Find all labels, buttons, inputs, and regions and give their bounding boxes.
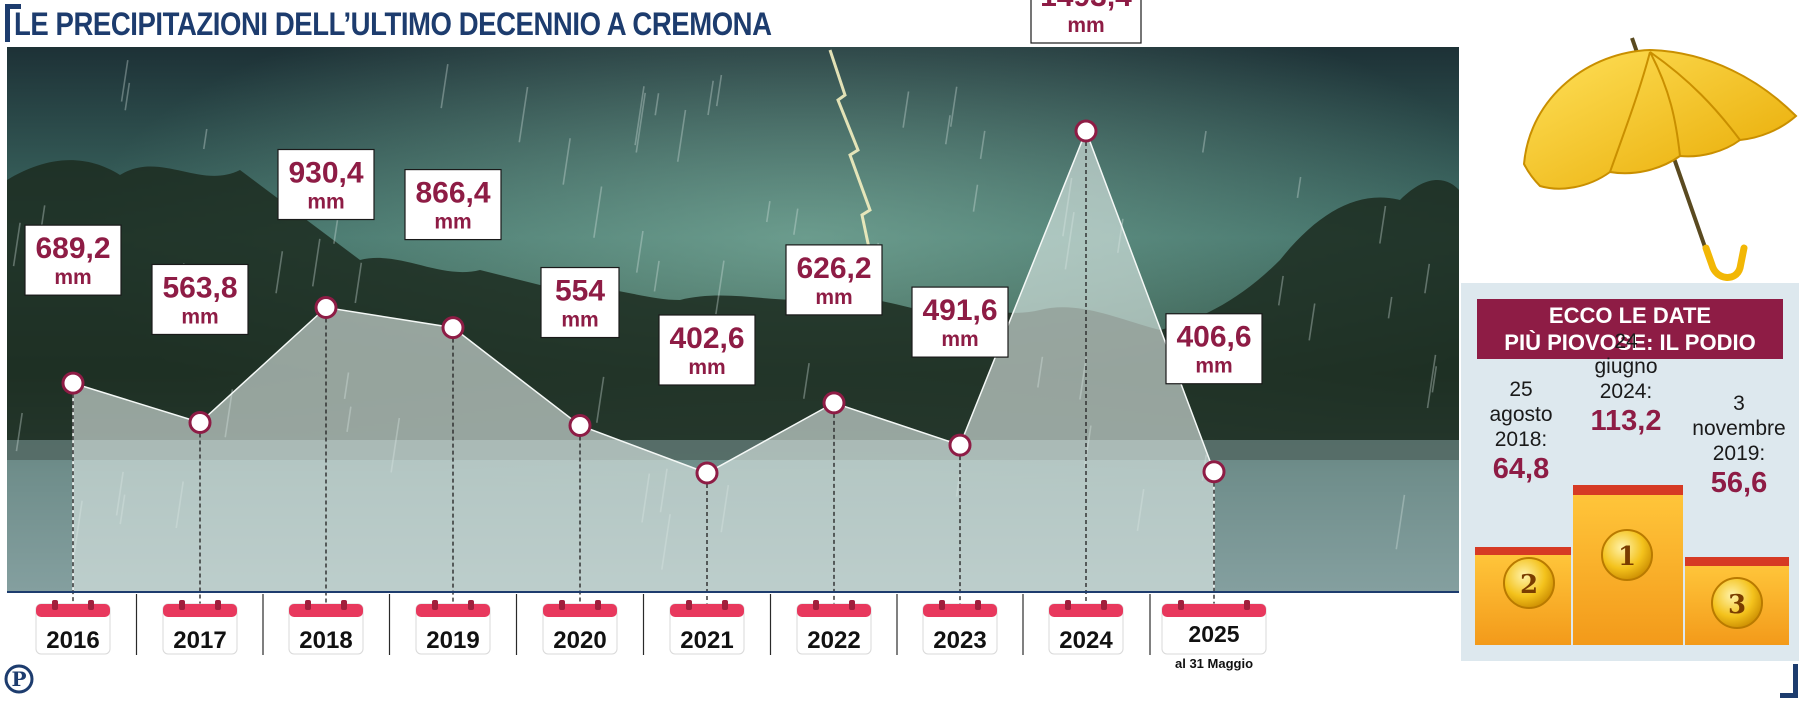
publisher-logo-icon: P [4,664,34,694]
svg-text:1: 1 [1618,542,1636,572]
podium-header: ECCO LE DATE PIÙ PIOVOSE: IL PODIO [1477,299,1783,359]
value-label-2022: 626,2mm [785,244,883,316]
year-calendars: 2016 2017 2018 2019 2020 2021 2022 2023 2024 2025… [35,600,1267,671]
year-label-2018: 2018 [299,627,352,654]
unit-text-2020: mm [561,309,598,332]
lightning-bolt [828,49,882,301]
data-points [61,119,1226,485]
calendar-icon-2022: 2022 [796,600,872,655]
value-label-2018: 930,4mm [277,148,375,221]
medal-icon-third: 3 [1711,577,1763,629]
podium-first-date: 24 giugno 2024: [1594,330,1658,403]
value-label-2024: 1493,4mm [1030,0,1142,44]
unit-text-2018: mm [307,191,344,214]
medal-icon-first: 1 [1601,529,1653,581]
year-sublabel-2025: al 31 Maggio [1175,656,1253,671]
umbrella-icon [1522,37,1798,281]
podium-header-line2: PIÙ PIOVOSE: IL PODIO [1504,330,1756,355]
year-label-2020: 2020 [553,627,606,654]
year-label-2019: 2019 [426,627,479,654]
value-text-2017: 563,8 [162,271,237,304]
podium-third-value: 56,6 [1710,467,1768,499]
value-text-2024: 1493,4 [1040,0,1132,13]
svg-text:P: P [11,667,26,691]
year-label-2017: 2017 [173,627,226,654]
year-label-2016: 2016 [46,627,99,654]
year-label-2024: 2024 [1059,627,1113,654]
value-label-2019: 866,4mm [404,168,502,241]
podium-first-value: 113,2 [1590,405,1662,437]
svg-text:2: 2 [1520,570,1538,600]
value-label-2025: 406,6mm [1165,313,1263,385]
svg-text:3: 3 [1728,590,1746,620]
data-point-2017 [188,410,212,434]
year-label-2023: 2023 [933,627,986,654]
title-accent-bar [5,4,10,42]
title-accent-tick [5,4,21,9]
year-label-2022: 2022 [807,627,860,654]
corner-accent-bar [1793,664,1798,698]
data-point-2018 [314,296,338,320]
value-label-2023: 491,6mm [911,286,1009,358]
data-point-2025 [1202,460,1226,484]
data-point-2021 [695,461,719,485]
value-text-2018: 930,4 [288,157,363,190]
podium-second-value: 64,8 [1492,453,1550,485]
year-label-2025: 2025 [1188,621,1239,647]
calendar-icon-2024: 2024 [1048,600,1124,655]
data-point-2019 [441,316,465,340]
calendar-icon-2017: 2017 [162,600,238,655]
year-axis [7,591,1459,655]
calendar-icon-2016: 2016 [35,600,111,655]
drop-lines [72,142,1215,604]
value-label-2016: 689,2mm [24,224,122,296]
unit-text-2021: mm [688,356,725,379]
value-text-2023: 491,6 [922,294,997,327]
title-bar: LE PRECIPITAZIONI DELL’ULTIMO DECENNIO A… [0,0,1803,44]
data-point-2024 [1074,119,1098,143]
data-point-2016 [61,371,85,395]
value-text-2022: 626,2 [796,252,871,285]
podium-steps: 2 1 3 [1475,485,1789,645]
calendar-icon-2019: 2019 [415,600,491,655]
calendar-icon-2020: 2020 [542,600,618,655]
calendar-icon-2021: 2021 [669,600,745,655]
unit-text-2019: mm [434,211,471,234]
value-text-2025: 406,6 [1176,321,1251,354]
value-label-2017: 563,8mm [151,263,249,336]
unit-text-2025: mm [1195,355,1232,378]
podium-panel: ECCO LE DATE PIÙ PIOVOSE: IL PODIO 25 ag… [1461,283,1799,661]
value-text-2019: 866,4 [415,177,490,210]
unit-text-2023: mm [941,328,978,351]
medal-icon-second: 2 [1503,557,1555,609]
unit-text-2024: mm [1067,14,1104,37]
podium-header-line1: ECCO LE DATE [1548,303,1712,328]
data-point-2022 [822,391,846,415]
podium-second-date: 25 agosto 2018: [1489,378,1553,451]
value-text-2016: 689,2 [35,232,110,265]
unit-text-2022: mm [815,286,852,309]
corner-accent-tick [1780,693,1798,698]
data-point-2023 [948,433,972,457]
unit-text-2016: mm [54,266,91,289]
unit-text-2017: mm [181,305,218,328]
value-label-2021: 402,6mm [658,314,756,386]
calendar-icon-2023: 2023 [922,600,998,655]
year-label-2021: 2021 [680,627,733,654]
calendar-icon-2025: 2025 al 31 Maggio [1161,600,1267,671]
chart-title: LE PRECIPITAZIONI DELL’ULTIMO DECENNIO A… [14,6,772,42]
value-text-2020: 554 [555,275,605,308]
value-text-2021: 402,6 [669,322,744,355]
data-point-2020 [568,414,592,438]
podium-third-date: 3 novembre 2019: [1692,392,1786,465]
calendar-icon-2018: 2018 [288,600,364,655]
